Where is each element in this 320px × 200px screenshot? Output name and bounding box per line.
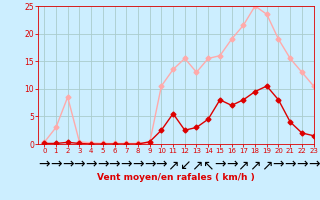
X-axis label: Vent moyen/en rafales ( km/h ): Vent moyen/en rafales ( km/h ) xyxy=(97,173,255,182)
